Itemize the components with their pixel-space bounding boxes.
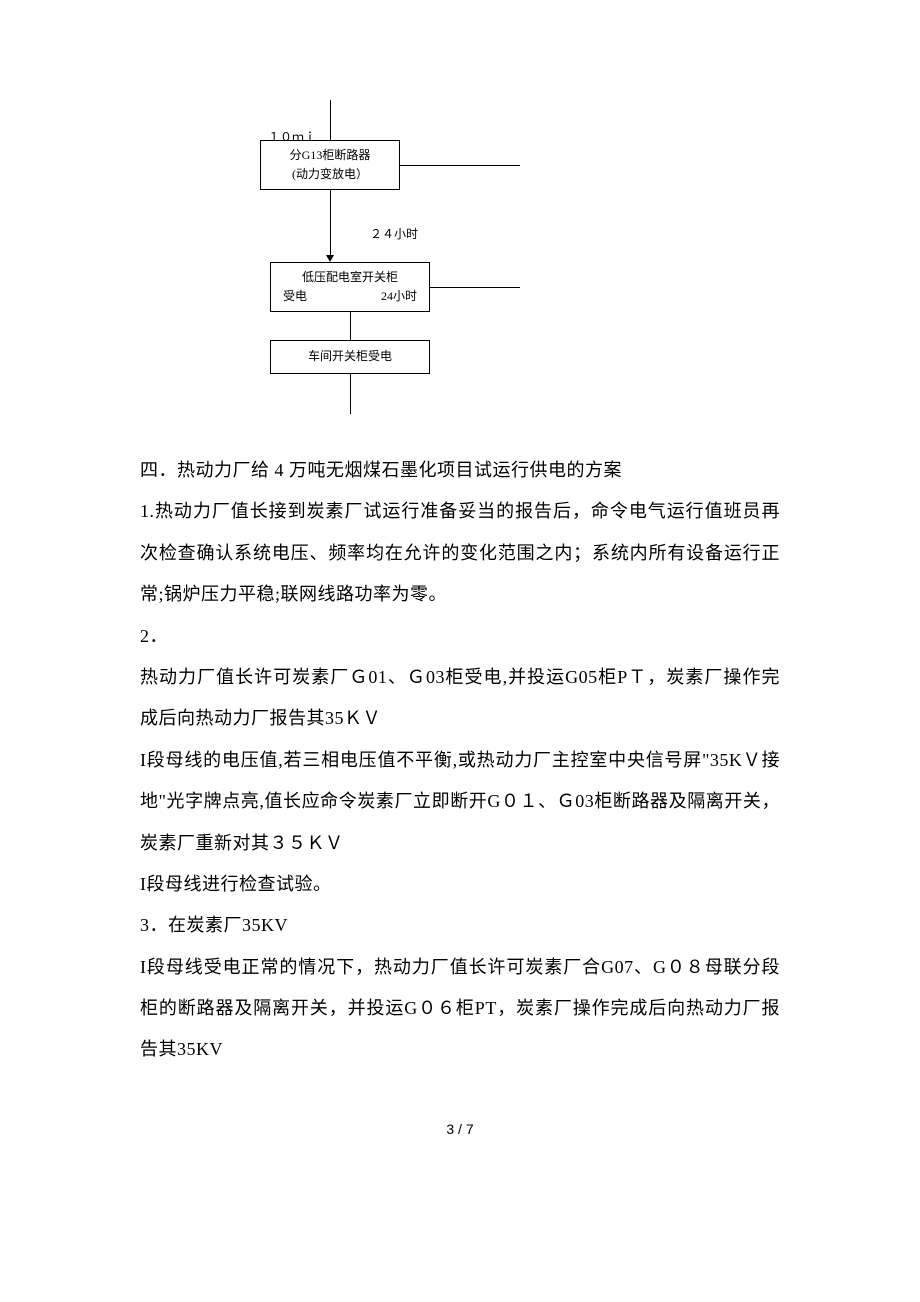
paragraph-2c: I段母线进行检查试验。 — [140, 864, 780, 905]
paragraph-2b: I段母线的电压值,若三相电压值不平衡,或热动力厂主控室中央信号屏"35KＶ接地"… — [140, 740, 780, 864]
box3-line1: 车间开关柜受电 — [308, 347, 392, 366]
box2-line2-left: 受电 — [283, 287, 307, 306]
paragraph-1: 1.热动力厂值长接到炭素厂试运行准备妥当的报告后，命令电气运行值班员再次检查确认… — [140, 491, 780, 615]
document-page: １０ｍｉ 分G13柜断路器 (动力变放电） ２４小时 低压配电室开关柜 受电 2… — [0, 0, 920, 1197]
box2-line1: 低压配电室开关柜 — [302, 268, 398, 287]
flowchart-box-2: 低压配电室开关柜 受电 24小时 — [270, 262, 430, 312]
box2-line2-right: 24小时 — [381, 287, 417, 306]
paragraph-3a: 3．在炭素厂35KV — [140, 905, 780, 946]
document-body: 四．热动力厂给 4 万吨无烟煤石墨化项目试运行供电的方案 1.热动力厂值长接到炭… — [140, 450, 780, 1071]
arrow-down-icon — [326, 255, 334, 262]
label-24h: ２４小时 — [370, 225, 418, 242]
paragraph-heading-4: 四．热动力厂给 4 万吨无烟煤石墨化项目试运行供电的方案 — [140, 450, 780, 491]
flowchart-box-1: 分G13柜断路器 (动力变放电） — [260, 140, 400, 190]
paragraph-2-num: 2． — [140, 616, 780, 657]
connector-line — [400, 165, 520, 166]
box1-line2: (动力变放电） — [292, 165, 368, 184]
connector-line — [350, 374, 351, 414]
page-footer: 3 / 7 — [140, 1121, 780, 1137]
connector-line — [430, 287, 520, 288]
connector-line — [330, 100, 331, 140]
paragraph-3b: I段母线受电正常的情况下，热动力厂值长许可炭素厂合G07、G０８母联分段柜的断路… — [140, 947, 780, 1071]
connector-line — [330, 190, 331, 260]
flowchart-diagram: １０ｍｉ 分G13柜断路器 (动力变放电） ２４小时 低压配电室开关柜 受电 2… — [260, 100, 580, 420]
connector-line — [350, 312, 351, 340]
box1-line1: 分G13柜断路器 — [290, 146, 371, 165]
flowchart-box-3: 车间开关柜受电 — [270, 340, 430, 374]
page-number: 3 / 7 — [446, 1121, 473, 1137]
paragraph-2a: 热动力厂值长许可炭素厂Ｇ01、Ｇ03柜受电,并投运G05柜PＴ，炭素厂操作完成后… — [140, 657, 780, 740]
